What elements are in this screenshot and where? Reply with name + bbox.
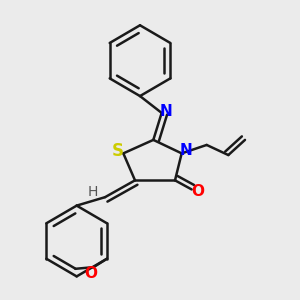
Text: H: H	[87, 185, 98, 199]
Text: S: S	[111, 142, 123, 160]
Text: N: N	[160, 104, 172, 119]
Text: N: N	[180, 143, 192, 158]
Text: O: O	[191, 184, 204, 199]
Text: O: O	[85, 266, 98, 281]
